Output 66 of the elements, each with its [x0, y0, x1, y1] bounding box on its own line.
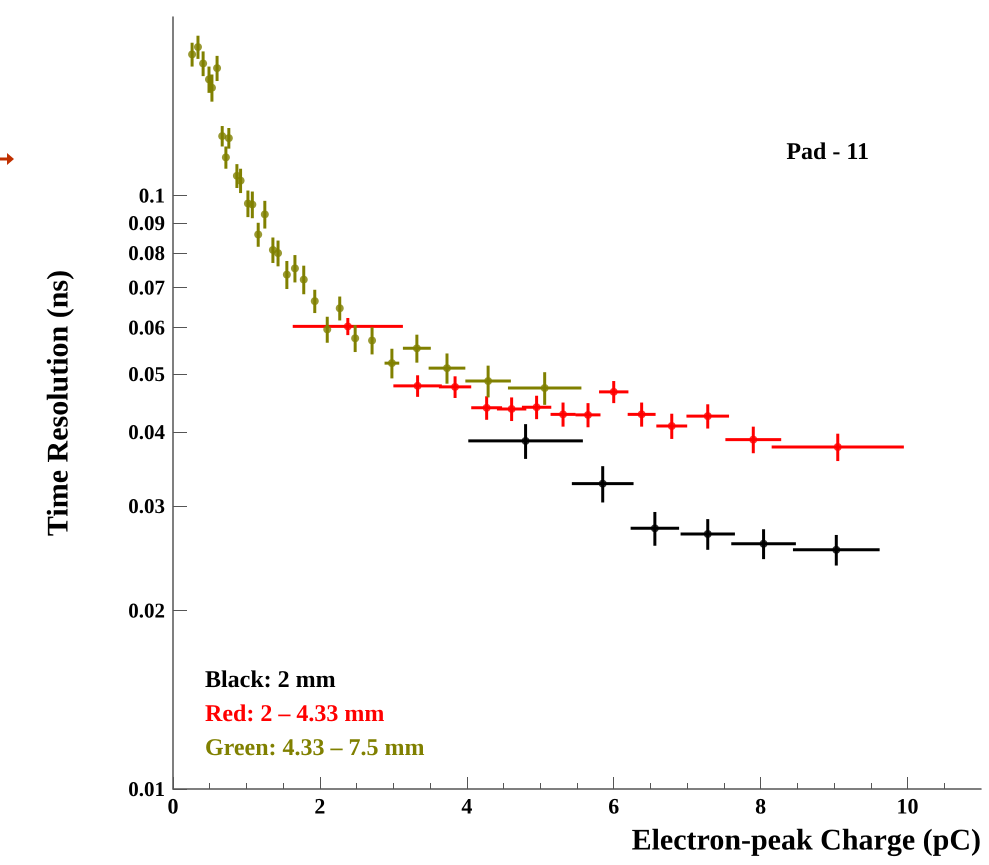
- point: [344, 322, 352, 330]
- point: [351, 334, 360, 342]
- x-tick-label: 0: [168, 794, 178, 818]
- point: [532, 403, 541, 412]
- point: [584, 410, 592, 419]
- x-axis-title: Electron-peak Charge (pC): [632, 824, 981, 856]
- point: [368, 336, 376, 344]
- point: [834, 443, 842, 452]
- point: [254, 230, 262, 238]
- point: [248, 200, 256, 209]
- point: [522, 436, 530, 445]
- y-tick-label: 0.1: [138, 184, 165, 208]
- point: [540, 384, 549, 392]
- point: [704, 530, 712, 538]
- point: [388, 359, 396, 368]
- y-tick-label: 0.08: [128, 241, 165, 266]
- point: [668, 422, 676, 430]
- point: [199, 59, 208, 68]
- point: [704, 412, 712, 420]
- x-tick-label: 10: [896, 794, 919, 818]
- y-tick-label: 0.04: [128, 420, 166, 444]
- point: [290, 264, 299, 272]
- point: [188, 50, 196, 58]
- y-tick-label: 0.09: [128, 210, 165, 235]
- x-tick-label: 2: [314, 794, 326, 818]
- point: [559, 410, 568, 418]
- point: [194, 43, 202, 52]
- point: [300, 276, 308, 284]
- point: [638, 410, 646, 418]
- point: [222, 153, 230, 162]
- point: [412, 344, 421, 352]
- point: [274, 249, 282, 258]
- point: [213, 64, 222, 72]
- point: [832, 546, 840, 554]
- point: [442, 364, 451, 372]
- x-tick-label: 8: [755, 794, 766, 818]
- point: [414, 382, 422, 390]
- point: [336, 304, 344, 312]
- point: [598, 480, 607, 488]
- y-tick-label: 0.02: [128, 598, 165, 622]
- point: [310, 297, 319, 306]
- point: [451, 382, 460, 391]
- y-axis-title: Time Resolution (ns): [42, 270, 74, 536]
- point: [484, 377, 492, 386]
- point: [760, 540, 768, 548]
- annotation: Pad - 11: [786, 139, 870, 165]
- y-tick-label: 0.06: [128, 315, 165, 340]
- point: [282, 270, 291, 279]
- text: Red: 2 – 4.33 mm: [205, 701, 384, 727]
- point: [508, 404, 516, 413]
- y-tick-label: 0.05: [128, 362, 165, 386]
- text: Green: 4.33 – 7.5 mm: [205, 735, 425, 761]
- y-tick-label: 0.07: [128, 276, 165, 300]
- point: [482, 404, 491, 412]
- point: [650, 524, 659, 532]
- x-tick-label: 6: [608, 794, 620, 818]
- point: [224, 134, 233, 142]
- x-tick-label: 4: [461, 794, 472, 818]
- point: [323, 325, 332, 334]
- y-tick-label: 0.01: [128, 777, 165, 801]
- point: [218, 132, 226, 140]
- y-tick-label: 0.03: [128, 494, 165, 518]
- point: [749, 436, 758, 444]
- point: [610, 388, 618, 396]
- text: Black: 2 mm: [205, 667, 336, 693]
- point: [260, 210, 269, 218]
